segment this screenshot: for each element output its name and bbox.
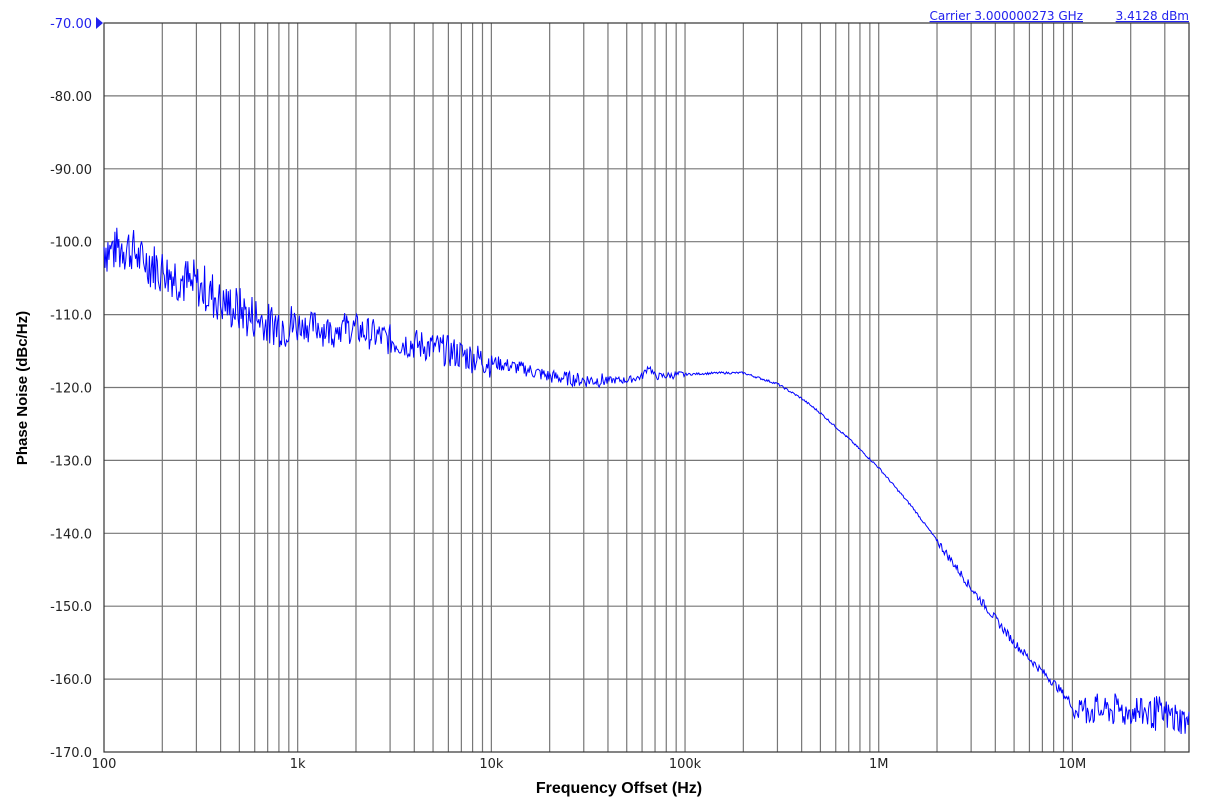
plot-frame — [103, 22, 1190, 753]
y-tick-label: -80.00 — [50, 90, 92, 105]
x-tick-label: 100k — [669, 757, 702, 772]
y-tick-label: -140.0 — [50, 527, 92, 542]
y-axis-title: Phase Noise (dBc/Hz) — [14, 311, 31, 465]
y-axis-ticks: -70.00 -80.00 -90.00 -100.0 -110.0 -120.0 -130… — [50, 17, 92, 761]
y-tick-label: -110.0 — [50, 309, 92, 324]
y-tick-label: -150.0 — [50, 600, 92, 615]
y-tick-label: -170.0 — [50, 746, 92, 761]
x-axis-ticks: 100 1k 10k 100k 1M 10M — [92, 757, 1087, 772]
carrier-power-label[interactable]: 3.4128 dBm — [1116, 9, 1189, 23]
x-tick-label: 1k — [290, 757, 306, 772]
carrier-frequency-label[interactable]: Carrier 3.000000273 GHz — [930, 9, 1083, 23]
x-tick-label: 10M — [1059, 757, 1087, 772]
x-tick-label: 1M — [869, 757, 889, 772]
x-tick-label: 10k — [479, 757, 504, 772]
y-tick-label: -130.0 — [50, 454, 92, 469]
x-tick-label: 100 — [92, 757, 117, 772]
y-tick-label: -160.0 — [50, 673, 92, 688]
reference-level-marker-icon[interactable] — [96, 17, 103, 29]
phase-noise-trace — [103, 227, 1190, 735]
y-tick-label: -90.00 — [50, 163, 92, 178]
grid-lines — [104, 23, 1189, 752]
y-tick-label: -100.0 — [50, 236, 92, 251]
x-axis-title: Frequency Offset (Hz) — [536, 780, 702, 797]
y-tick-label: -70.00 — [50, 17, 92, 32]
y-tick-label: -120.0 — [50, 382, 92, 397]
